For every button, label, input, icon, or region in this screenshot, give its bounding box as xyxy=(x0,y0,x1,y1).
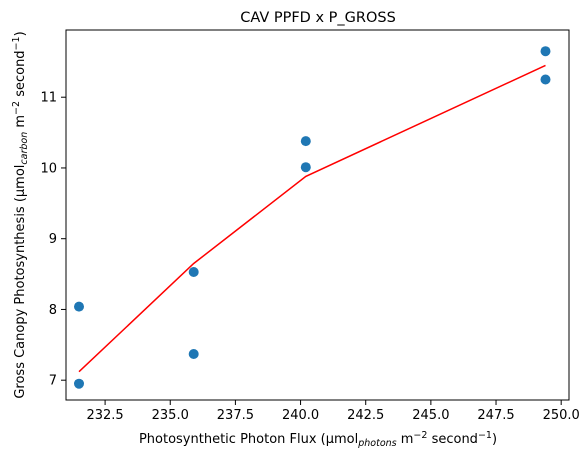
x-axis-label-sub: photons xyxy=(357,438,396,449)
x-tick-label: 240.0 xyxy=(282,408,319,423)
data-point xyxy=(300,162,311,173)
y-axis-label-mid2: second xyxy=(13,50,28,101)
y-tick-label: 10 xyxy=(40,161,57,176)
x-axis-label: Photosynthetic Photon Flux (µmolphotons … xyxy=(139,430,497,449)
y-axis-ticks: 7 8 9 10 11 xyxy=(40,91,66,389)
data-point xyxy=(540,46,551,57)
data-point xyxy=(74,378,84,389)
y-axis-label: Gross Canopy Photosynthesis (µmolcarbon … xyxy=(11,31,30,398)
axes-frame xyxy=(65,29,570,401)
x-tick-label: 237.5 xyxy=(217,408,254,423)
y-tick-label: 7 xyxy=(49,374,57,389)
x-axis-label-sup1: −2 xyxy=(413,430,427,441)
y-tick-label: 9 xyxy=(49,232,57,247)
y-axis-label-main: Gross Canopy Photosynthesis (µmol xyxy=(13,165,28,399)
x-tick-label: 247.5 xyxy=(477,408,514,423)
x-axis-label-end: ) xyxy=(492,432,497,447)
x-tick-label: 235.0 xyxy=(152,408,189,423)
y-axis-label-mid: m xyxy=(13,115,28,132)
y-axis-label-sup2: −1 xyxy=(11,36,22,50)
x-axis-ticks: 232.5 235.0 237.5 240.0 242.5 245.0 247.5 250.0 xyxy=(86,400,580,423)
trend-line xyxy=(78,64,546,373)
y-axis-label-sup1: −2 xyxy=(11,101,22,115)
y-axis-label-sub: carbon xyxy=(19,132,30,165)
y-tick-label: 8 xyxy=(49,303,57,318)
data-point xyxy=(74,301,84,312)
data-point xyxy=(540,74,551,85)
x-axis-label-mid: m xyxy=(397,432,414,447)
data-point xyxy=(188,267,199,277)
y-tick-label: 11 xyxy=(40,91,57,106)
x-axis-label-main: Photosynthetic Photon Flux (µmol xyxy=(139,432,358,447)
data-point xyxy=(300,136,311,147)
x-axis-label-mid2: second xyxy=(427,432,478,447)
plot-area xyxy=(65,29,570,401)
chart-marks xyxy=(74,46,551,389)
data-point xyxy=(188,349,199,359)
x-axis-label-sup2: −1 xyxy=(478,430,492,441)
chart-title: CAV PPFD x P_GROSS xyxy=(240,10,396,26)
x-tick-label: 232.5 xyxy=(86,408,123,423)
x-tick-label: 242.5 xyxy=(347,408,384,423)
y-axis-label-end: ) xyxy=(13,31,28,36)
x-tick-label: 250.0 xyxy=(543,408,580,423)
x-tick-label: 245.0 xyxy=(412,408,449,423)
